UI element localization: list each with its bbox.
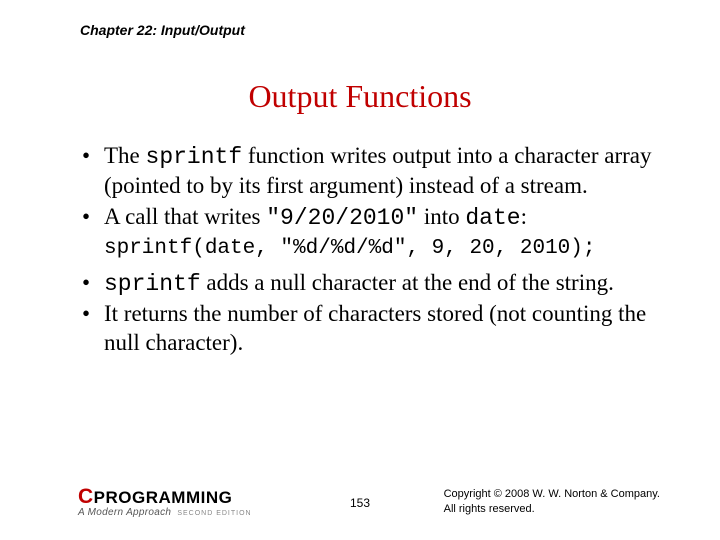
bullet-1-pre: The	[104, 143, 146, 168]
bullet-2-mid: into	[418, 204, 465, 229]
logo-rest: PROGRAMMING	[94, 488, 233, 507]
slide-content: The sprintf function writes output into …	[80, 142, 660, 360]
bullet-2: A call that writes "9/20/2010" into date…	[80, 203, 660, 233]
page-number: 153	[350, 496, 370, 510]
slide-footer: CPROGRAMMING A Modern Approach SECOND EDI…	[0, 482, 720, 522]
page-title: Output Functions	[0, 78, 720, 115]
logo-edition: SECOND EDITION	[177, 510, 251, 517]
bullet-2-code2: date	[465, 205, 520, 231]
bullet-2-code1: "9/20/2010"	[266, 205, 418, 231]
copyright-line2: All rights reserved.	[444, 502, 660, 516]
bullet-2-pre: A call that writes	[104, 204, 266, 229]
copyright-line1: Copyright © 2008 W. W. Norton & Company.	[444, 487, 660, 501]
bullet-3: sprintf adds a null character at the end…	[80, 269, 660, 299]
logo-title: CPROGRAMMING	[78, 485, 252, 509]
chapter-header: Chapter 22: Input/Output	[80, 22, 245, 38]
bullet-3-post: adds a null character at the end of the …	[201, 270, 614, 295]
book-logo: CPROGRAMMING A Modern Approach SECOND EDI…	[78, 485, 252, 518]
bullet-2-post: :	[521, 204, 527, 229]
bullet-1: The sprintf function writes output into …	[80, 142, 660, 201]
bullet-3-code: sprintf	[104, 271, 201, 297]
bullet-1-code: sprintf	[146, 144, 243, 170]
logo-sub-text: A Modern Approach	[78, 507, 171, 518]
bullet-4: It returns the number of characters stor…	[80, 300, 660, 358]
logo-c-letter: C	[78, 485, 94, 508]
code-line: sprintf(date, "%d/%d/%d", 9, 20, 2010);	[80, 236, 660, 262]
copyright-notice: Copyright © 2008 W. W. Norton & Company.…	[444, 487, 660, 516]
logo-subtitle: A Modern Approach SECOND EDITION	[78, 507, 252, 518]
